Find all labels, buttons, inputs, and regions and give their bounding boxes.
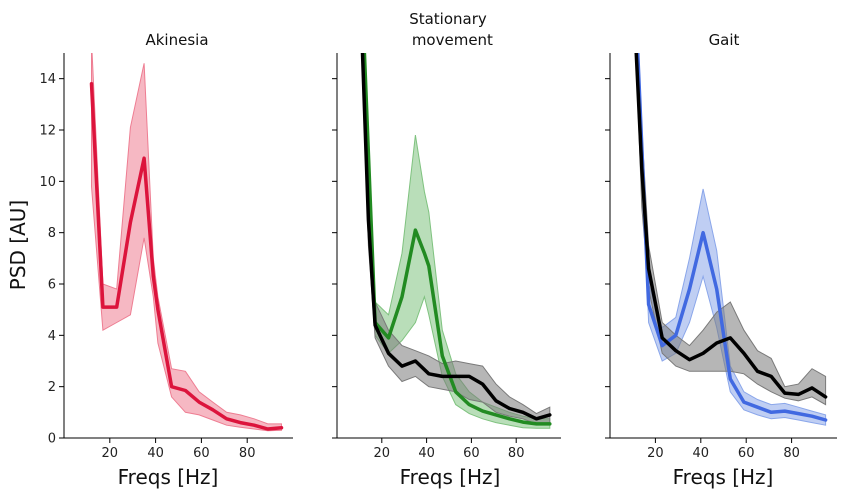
plot-area (89, 53, 284, 432)
y-ticks: 0 2 4 6 8 10 12 14 (39, 72, 64, 447)
plot-area (634, 53, 828, 426)
y-ticks (605, 78, 610, 439)
series-confidence-band (91, 53, 282, 432)
panel-title-line: Stationary (409, 10, 487, 28)
panel-title-line: movement (407, 31, 493, 49)
series-line (362, 53, 552, 426)
panel-akinesia: Akinesia 0 2 4 6 8 10 12 14 20 40 60 80 Freqs [Hz]… (6, 31, 293, 489)
y-tick-label: 4 (48, 329, 56, 344)
x-tick-label: 60 (193, 446, 210, 461)
series-line (89, 82, 284, 431)
y-tick-label: 2 (48, 380, 56, 395)
panel-gait: Gait 20 40 60 80 Freqs [Hz] (605, 31, 837, 489)
panel-stationary-movement: Stationary movement 20 40 60 80 Freqs [Hz] (332, 10, 561, 489)
y-tick-label: 0 (48, 432, 56, 447)
x-tick-label: 20 (102, 446, 119, 461)
x-tick-label: 60 (738, 446, 755, 461)
x-axis-label: Freqs [Hz] (673, 465, 774, 489)
x-tick-label: 80 (783, 446, 800, 461)
series-line (360, 53, 552, 421)
panel-title-line: Gait (709, 31, 740, 49)
x-axis-label: Freqs [Hz] (118, 465, 219, 489)
x-ticks: 20 40 60 80 (102, 438, 256, 461)
series-confidence-band (361, 53, 551, 425)
y-tick-label: 8 (48, 226, 56, 241)
x-tick-label: 80 (239, 446, 256, 461)
y-axis-label: PSD [AU] (6, 200, 30, 290)
panel-title: Gait (709, 31, 740, 49)
x-tick-label: 40 (147, 446, 164, 461)
x-tick-label: 20 (647, 446, 664, 461)
y-tick-label: 14 (39, 72, 56, 87)
series-line (634, 53, 828, 399)
series-confidence-band (635, 53, 827, 406)
x-tick-label: 20 (374, 446, 391, 461)
plot-area (360, 53, 552, 429)
y-tick-label: 12 (39, 124, 56, 139)
y-tick-label: 10 (39, 175, 56, 190)
x-ticks: 20 40 60 80 (647, 438, 800, 461)
x-tick-label: 80 (508, 446, 525, 461)
x-tick-label: 40 (418, 446, 435, 461)
x-tick-label: 60 (463, 446, 480, 461)
y-tick-label: 6 (48, 278, 56, 293)
x-axis-label: Freqs [Hz] (400, 465, 501, 489)
panel-title-line: Akinesia (145, 31, 208, 49)
x-tick-label: 40 (693, 446, 710, 461)
y-ticks (332, 78, 337, 439)
panel-title: Stationary movement (407, 10, 493, 49)
x-ticks: 20 40 60 80 (374, 438, 525, 461)
panel-title: Akinesia (145, 31, 208, 49)
